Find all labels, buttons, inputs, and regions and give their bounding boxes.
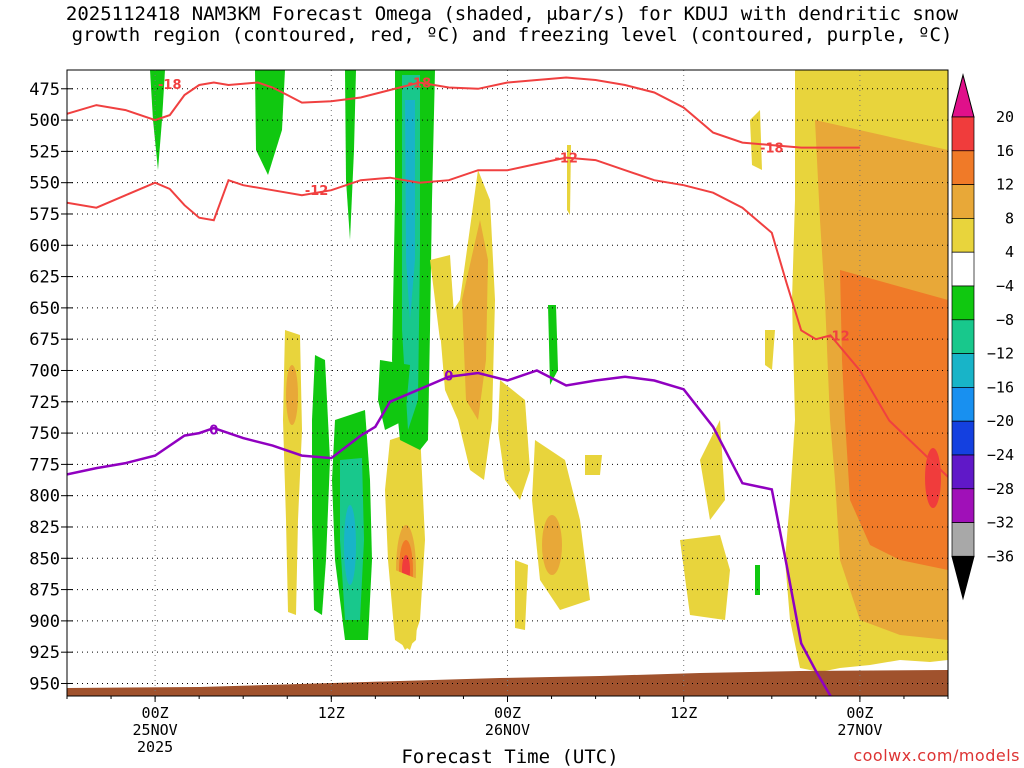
x-tick-label: 27NOV	[837, 721, 882, 739]
colorbar-top-arrow	[951, 73, 975, 118]
omega-shading-region	[405, 100, 415, 320]
omega-shading-region	[700, 420, 725, 520]
y-tick-label: 500	[29, 111, 60, 131]
colorbar-label: 12	[996, 176, 1014, 194]
colorbar-bin	[951, 218, 975, 253]
y-tick-label: 875	[29, 581, 60, 601]
contour-label: -12	[305, 184, 329, 199]
omega-shading-region	[515, 560, 528, 630]
colorbar-bin	[951, 353, 975, 388]
omega-shading-region	[430, 255, 455, 340]
omega-shading-region	[532, 440, 590, 610]
y-tick-label: 650	[29, 299, 60, 319]
x-tick-label: 2025	[137, 738, 173, 756]
omega-shading-region	[542, 515, 562, 575]
colorbar-label: −36	[987, 547, 1014, 565]
omega-shading-region	[312, 355, 330, 615]
colorbar-label: 20	[996, 108, 1014, 126]
y-tick-label: 825	[29, 518, 60, 538]
colorbar-bin	[951, 488, 975, 523]
colorbar-bin	[951, 387, 975, 422]
y-tick-label: 775	[29, 455, 60, 475]
y-tick-label: 850	[29, 549, 60, 569]
omega-shading-region	[255, 70, 285, 175]
contour-label: -18	[760, 142, 784, 157]
y-tick-label: 575	[29, 205, 60, 225]
omega-shading-region	[755, 565, 760, 595]
omega-shading-region	[925, 448, 941, 508]
colorbar-bin	[951, 420, 975, 456]
colorbar-label: −32	[987, 514, 1014, 532]
x-tick-label: 00Z	[142, 704, 169, 722]
y-tick-label: 800	[29, 487, 60, 507]
y-tick-label: 600	[29, 236, 60, 256]
x-tick-label: 26NOV	[485, 721, 530, 739]
colorbar-bin	[951, 150, 975, 185]
omega-shading-region	[498, 380, 530, 500]
colorbar-label: 4	[1005, 243, 1014, 261]
y-tick-label: 950	[29, 674, 60, 694]
colorbar-label: −20	[987, 412, 1014, 430]
y-tick-label: 700	[29, 361, 60, 381]
colorbar-bin	[951, 285, 975, 321]
x-tick-label: 25NOV	[133, 721, 178, 739]
x-axis-title: Forecast Time (UTC)	[401, 746, 619, 768]
contour-label: -18	[158, 78, 182, 93]
y-tick-label: 625	[29, 268, 60, 288]
colorbar-bin	[951, 116, 975, 152]
contour-label: -18	[408, 77, 432, 92]
contour-line-minus12	[67, 156, 948, 478]
colorbar-label: −24	[987, 446, 1014, 464]
colorbar-label: −28	[987, 480, 1014, 498]
contour-label: 0	[444, 369, 453, 384]
y-tick-label: 900	[29, 612, 60, 632]
colorbar-label: −12	[987, 345, 1014, 363]
omega-shading-region	[765, 330, 775, 370]
x-tick-label: 00Z	[494, 704, 521, 722]
colorbar-bin	[951, 251, 975, 287]
contour-line-freezing	[67, 369, 834, 696]
colorbar-label: −4	[996, 277, 1014, 295]
y-tick-label: 675	[29, 330, 60, 350]
colorbar-bin	[951, 454, 975, 490]
x-tick-label: 12Z	[670, 704, 697, 722]
omega-shading-region	[750, 110, 762, 170]
y-tick-label: 525	[29, 142, 60, 162]
omega-shading-region	[840, 270, 948, 570]
colorbar-label: 8	[1005, 209, 1014, 227]
colorbar-label: −8	[996, 311, 1014, 329]
contour-label: -12	[554, 152, 578, 167]
colorbar-bin	[951, 184, 975, 219]
omega-shading-region	[680, 535, 730, 620]
omega-shading-region	[585, 455, 602, 475]
contour-label: -12	[826, 329, 850, 344]
y-tick-label: 475	[29, 80, 60, 100]
contour-line-minus18	[67, 76, 860, 149]
omega-shading-region	[345, 70, 356, 240]
x-tick-label: 00Z	[846, 704, 873, 722]
chart-title: 2025112418 NAM3KM Forecast Omega (shaded…	[0, 4, 1024, 46]
chart-title-line-1: 2025112418 NAM3KM Forecast Omega (shaded…	[65, 3, 959, 25]
y-tick-label: 550	[29, 174, 60, 194]
colorbar-label: −16	[987, 378, 1014, 396]
colorbar-bin	[951, 522, 975, 557]
colorbar-bottom-arrow	[951, 555, 975, 601]
y-tick-label: 925	[29, 643, 60, 663]
omega-shading-region	[548, 305, 558, 385]
credit-text: coolwx.com/models	[853, 746, 1020, 765]
contour-label: 0	[209, 423, 218, 438]
omega-shading-region	[344, 505, 356, 585]
colorbar-bin	[951, 319, 975, 354]
chart-title-line-2: growth region (contoured, red, ºC) and f…	[71, 24, 953, 46]
omega-shading-region	[378, 360, 410, 430]
omega-shading-region	[286, 365, 298, 425]
omega-shading-region	[395, 570, 420, 650]
x-tick-label: 12Z	[318, 704, 345, 722]
y-tick-label: 725	[29, 393, 60, 413]
colorbar-label: 16	[996, 142, 1014, 160]
omega-shading-region	[462, 220, 488, 420]
omega-shading-region	[567, 145, 571, 215]
y-tick-label: 750	[29, 424, 60, 444]
